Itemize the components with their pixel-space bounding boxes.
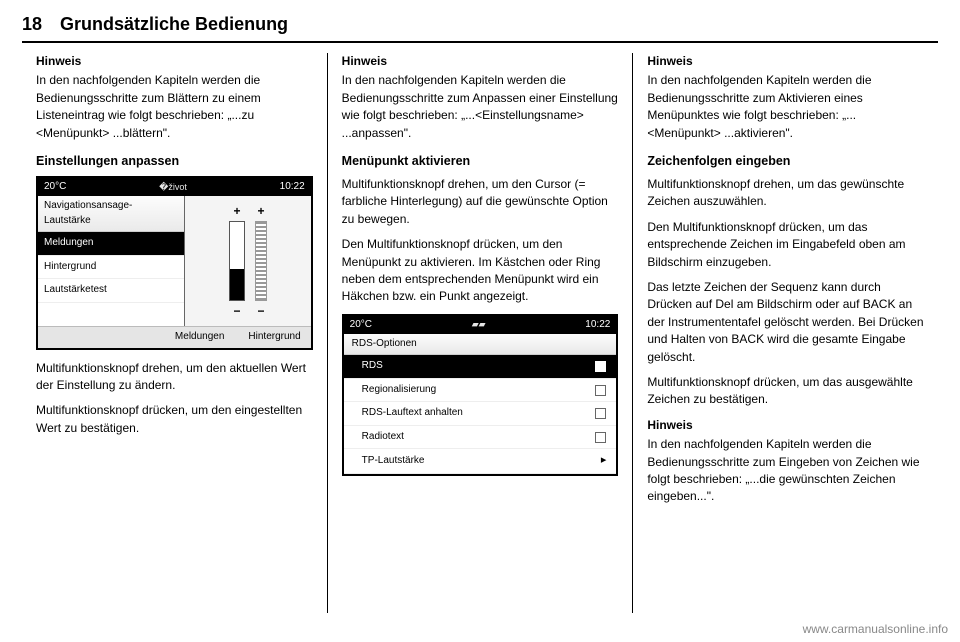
body-text: Multifunktionsknopf drücken, um das ausg… xyxy=(647,374,924,409)
temperature-label: 20°C xyxy=(350,318,372,333)
clock-label: 10:22 xyxy=(585,318,610,333)
menu-item-lautstaerketest[interactable]: Lautstärketest xyxy=(38,279,184,303)
note-block: Hinweis In den nachfolgenden Kapiteln we… xyxy=(647,417,924,506)
clock-label: 10:22 xyxy=(280,180,305,195)
note-block: Hinweis In den nachfolgenden Kapiteln we… xyxy=(342,53,619,142)
signal-icon: �život xyxy=(159,181,187,194)
section-title: Zeichenfolgen eingeben xyxy=(647,152,924,170)
plus-icon: + xyxy=(233,205,240,217)
option-regionalisierung[interactable]: Regionalisierung xyxy=(344,379,617,403)
note-text: In den nachfolgenden Kapiteln werden die… xyxy=(647,436,924,506)
menu-item-meldungen[interactable]: Meldungen xyxy=(38,232,184,256)
option-label: TP-Lautstärke xyxy=(362,454,425,469)
slider-1[interactable]: + − xyxy=(229,205,245,317)
option-label: RDS-Lauftext anhalten xyxy=(362,406,463,421)
page-number: 18 xyxy=(22,14,42,35)
note-label: Hinweis xyxy=(342,53,619,70)
note-block: Hinweis In den nachfolgenden Kapiteln we… xyxy=(647,53,924,142)
volume-sliders: + − + − xyxy=(185,196,310,326)
slider-2[interactable]: + − xyxy=(255,205,267,317)
body-text: Multifunktionsknopf drehen, um den Curso… xyxy=(342,176,619,228)
slider-track xyxy=(229,221,245,301)
temperature-label: 20°C xyxy=(44,180,66,195)
list-title: RDS-Optionen xyxy=(344,334,617,356)
section-title: Einstellungen anpassen xyxy=(36,152,313,170)
menu-list: Navigationsansage-Lautstärke Meldungen H… xyxy=(38,196,185,326)
note-text: In den nachfolgenden Kapiteln werden die… xyxy=(36,72,313,142)
chevron-right-icon: ▸ xyxy=(601,453,607,469)
note-text: In den nachfolgenden Kapiteln werden die… xyxy=(342,72,619,142)
status-bar: 20°C �život 10:22 xyxy=(38,178,311,196)
option-label: RDS xyxy=(362,359,383,374)
note-label: Hinweis xyxy=(36,53,313,70)
option-rds-lauftext[interactable]: RDS-Lauftext anhalten xyxy=(344,402,617,426)
content-columns: Hinweis In den nachfolgenden Kapiteln we… xyxy=(22,53,938,613)
body-text: Das letzte Zeichen der Sequenz kann durc… xyxy=(647,279,924,366)
checkbox-icon xyxy=(595,361,606,372)
body-text: Den Multifunktionsknopf drücken, um den … xyxy=(342,236,619,306)
slider-track xyxy=(255,221,267,301)
screenshot-navigation-volume: 20°C �život 10:22 Navigationsansage-Laut… xyxy=(36,176,313,350)
body-text: Den Multifunktionsknopf drücken, um das … xyxy=(647,219,924,271)
option-radiotext[interactable]: Radiotext xyxy=(344,426,617,450)
column-3: Hinweis In den nachfolgenden Kapiteln we… xyxy=(632,53,938,613)
signal-icon: ▰▰ xyxy=(472,318,486,331)
footer-label-2: Hintergrund xyxy=(248,330,300,345)
note-block: Hinweis In den nachfolgenden Kapiteln we… xyxy=(36,53,313,142)
column-2: Hinweis In den nachfolgenden Kapiteln we… xyxy=(327,53,633,613)
screenshot-footer: Meldungen Hintergrund xyxy=(38,326,311,348)
option-tp-lautstaerke[interactable]: TP-Lautstärke ▸ xyxy=(344,449,617,474)
screenshot-body: RDS-Optionen RDS Regionalisierung RDS-La… xyxy=(344,334,617,474)
section-title: Menüpunkt aktivieren xyxy=(342,152,619,170)
checkbox-icon xyxy=(595,408,606,419)
checkbox-icon xyxy=(595,432,606,443)
checkbox-icon xyxy=(595,385,606,396)
menu-item-hintergrund[interactable]: Hintergrund xyxy=(38,256,184,280)
body-text: Multifunktionsknopf drücken, um den eing… xyxy=(36,402,313,437)
body-text: Multifunktionsknopf drehen, um das gewün… xyxy=(647,176,924,211)
chapter-title: Grundsätzliche Bedienung xyxy=(60,14,288,35)
status-icons: �život xyxy=(159,181,187,194)
watermark: www.carmanualsonline.info xyxy=(803,622,948,636)
body-text: Multifunktionsknopf drehen, um den aktue… xyxy=(36,360,313,395)
screenshot-rds-options: 20°C ▰▰ 10:22 RDS-Optionen RDS R xyxy=(342,314,619,476)
note-label: Hinweis xyxy=(647,53,924,70)
menu-title: Navigationsansage-Lautstärke xyxy=(38,196,184,232)
options-list: RDS-Optionen RDS Regionalisierung RDS-La… xyxy=(344,334,617,474)
status-icons: ▰▰ xyxy=(472,318,486,331)
note-text: In den nachfolgenden Kapiteln werden die… xyxy=(647,72,924,142)
note-label: Hinweis xyxy=(647,417,924,434)
manual-page: 18 Grundsätzliche Bedienung Hinweis In d… xyxy=(0,0,960,642)
option-label: Radiotext xyxy=(362,430,404,445)
option-rds[interactable]: RDS xyxy=(344,355,617,379)
minus-icon: − xyxy=(257,305,264,317)
footer-label-1: Meldungen xyxy=(175,330,224,345)
option-label: Regionalisierung xyxy=(362,383,437,398)
minus-icon: − xyxy=(233,305,240,317)
screenshot-body: Navigationsansage-Lautstärke Meldungen H… xyxy=(38,196,311,326)
page-header: 18 Grundsätzliche Bedienung xyxy=(22,14,938,43)
column-1: Hinweis In den nachfolgenden Kapiteln we… xyxy=(22,53,327,613)
status-bar: 20°C ▰▰ 10:22 xyxy=(344,316,617,334)
plus-icon: + xyxy=(257,205,264,217)
